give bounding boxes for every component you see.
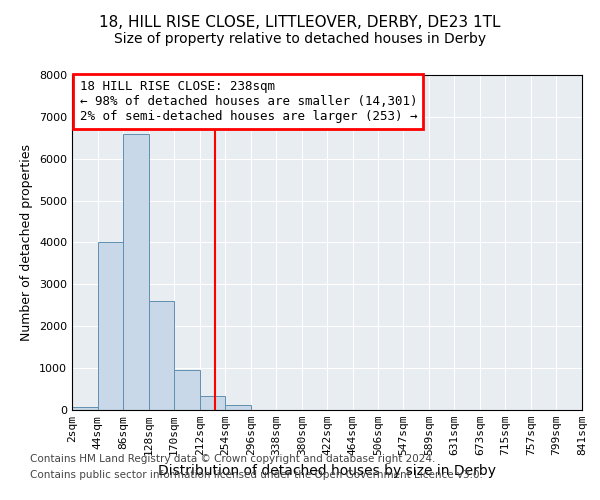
Bar — [225, 404, 251, 410]
Text: Contains public sector information licensed under the Open Government Licence v3: Contains public sector information licen… — [30, 470, 483, 480]
Bar — [174, 370, 200, 410]
Bar — [200, 396, 225, 410]
Text: 18, HILL RISE CLOSE, LITTLEOVER, DERBY, DE23 1TL: 18, HILL RISE CLOSE, LITTLEOVER, DERBY, … — [99, 15, 501, 30]
Bar — [123, 134, 149, 410]
Y-axis label: Number of detached properties: Number of detached properties — [20, 144, 34, 341]
X-axis label: Distribution of detached houses by size in Derby: Distribution of detached houses by size … — [158, 464, 496, 477]
Text: Size of property relative to detached houses in Derby: Size of property relative to detached ho… — [114, 32, 486, 46]
Text: 18 HILL RISE CLOSE: 238sqm
← 98% of detached houses are smaller (14,301)
2% of s: 18 HILL RISE CLOSE: 238sqm ← 98% of deta… — [80, 80, 417, 123]
Bar — [72, 408, 98, 410]
Bar — [98, 242, 123, 410]
Text: Contains HM Land Registry data © Crown copyright and database right 2024.: Contains HM Land Registry data © Crown c… — [30, 454, 436, 464]
Bar — [149, 301, 174, 410]
